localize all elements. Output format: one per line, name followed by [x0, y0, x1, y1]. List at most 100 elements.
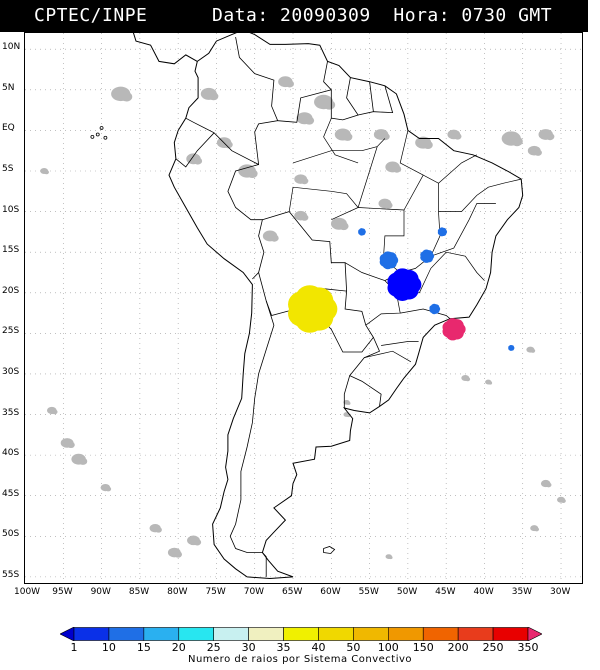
lat-tick-label: EQ — [2, 123, 15, 134]
colorbar-swatch — [492, 627, 529, 641]
colorbar-tick-label: 100 — [377, 641, 399, 654]
lightning-cell — [429, 303, 441, 315]
colorbar-swatch — [143, 627, 180, 641]
cloud-blob — [120, 91, 133, 102]
colorbar-tick-label: 200 — [447, 641, 469, 654]
country-border — [229, 300, 275, 577]
lightning-cell — [379, 251, 399, 270]
lon-tick-label: 85W — [128, 587, 150, 597]
colorbar-tick-label: 25 — [206, 641, 221, 654]
cloud-blob — [545, 482, 552, 488]
state-border — [331, 207, 405, 281]
lat-tick-label: 10N — [2, 42, 21, 53]
cloud-blob — [423, 140, 433, 149]
colorbar-arrow-low — [60, 627, 75, 641]
lon-tick-label: 75W — [205, 587, 226, 597]
colorbar-tick-label: 35 — [276, 641, 291, 654]
cloud-blob — [224, 141, 233, 149]
cloud-blob — [193, 157, 203, 165]
cloud-blob — [174, 551, 183, 558]
cloud-blob — [534, 527, 540, 532]
map-canvas — [25, 33, 582, 583]
colorbar-swatch — [318, 627, 354, 641]
state-border — [357, 146, 378, 208]
cloud-blob — [534, 149, 542, 156]
cloud-blob — [465, 377, 471, 382]
colorbar-tick-label: 30 — [241, 641, 256, 654]
header-bar: CPTEC/INPE Data: 20090309 Hora: 0730 GMT — [0, 0, 588, 32]
lon-tick-label: 100W — [14, 587, 41, 597]
lat-tick-label: 35S — [2, 407, 20, 418]
lightning-cell — [387, 268, 422, 301]
lat-tick-label: 50S — [2, 529, 20, 540]
cloud-blob — [346, 401, 351, 405]
central-america-outline — [132, 33, 198, 65]
country-border — [330, 77, 359, 121]
lon-tick-label: 35W — [511, 587, 533, 597]
cloud-blob — [44, 170, 49, 175]
cloud-blob — [323, 100, 336, 110]
colorbar-swatch — [283, 627, 319, 641]
lightning-cell — [442, 318, 466, 341]
cloud-blob — [384, 202, 393, 209]
lightning-cell — [508, 344, 515, 351]
lon-tick-label: 90W — [90, 587, 111, 597]
colorbar-swatch — [213, 627, 249, 641]
colorbar-tick-label: 10 — [101, 641, 116, 654]
lightning-cell — [358, 228, 366, 236]
country-border — [358, 81, 374, 116]
lon-tick-label: 70W — [243, 587, 265, 597]
state-border — [396, 251, 485, 294]
island-outline — [95, 132, 100, 137]
lat-tick-label: 20S — [2, 285, 20, 296]
colorbar-swatch — [353, 627, 389, 641]
lon-tick-label: 45W — [435, 587, 456, 597]
cloud-blob — [381, 133, 390, 141]
cloud-blob — [453, 133, 462, 140]
cloud-blob — [300, 177, 309, 185]
island-outline — [90, 135, 95, 139]
state-border — [430, 203, 496, 257]
lon-tick-label: 60W — [320, 587, 341, 597]
cloud-blob — [155, 527, 162, 533]
colorbar-swatch — [73, 627, 110, 641]
cloud-blob — [208, 92, 219, 101]
island-outline — [103, 135, 108, 140]
cloud-blob — [247, 169, 258, 179]
lat-tick-label: 5S — [2, 164, 14, 174]
cloud-blob — [488, 381, 493, 385]
agency-label: CPTEC/INPE — [34, 5, 148, 26]
colorbar-swatch — [422, 627, 459, 641]
state-border — [438, 154, 477, 184]
state-border — [288, 186, 359, 212]
colorbar-arrow-high — [527, 627, 542, 641]
cloud-blob — [105, 486, 112, 492]
colorbar-swatch — [178, 627, 214, 641]
lon-tick-label: 65W — [282, 587, 303, 597]
map-frame[interactable] — [24, 32, 583, 584]
state-border — [292, 138, 386, 164]
country-border — [343, 375, 351, 408]
cloud-blob — [67, 441, 75, 449]
lat-tick-label: 30S — [2, 366, 20, 377]
cloud-blob — [511, 136, 523, 147]
cloud-blob — [51, 409, 58, 415]
cloud-blob — [530, 348, 536, 353]
colorbar-swatch — [457, 627, 494, 641]
state-border — [381, 341, 419, 346]
colorbar-tick-label: 20 — [171, 641, 186, 654]
country-border — [373, 85, 394, 114]
country-border — [175, 132, 215, 168]
colorbar-caption: Numero de raios por Sistema Convectivo — [187, 654, 413, 665]
lon-tick-label: 95W — [52, 587, 73, 597]
colorbar-swatch — [248, 627, 284, 641]
lat-tick-label: 45S — [2, 488, 20, 499]
country-border — [277, 61, 333, 123]
lightning-cell — [288, 285, 338, 333]
colorbar-tick-label: 1 — [70, 641, 78, 654]
lightning-cell — [420, 249, 435, 263]
colorbar-tick-label: 50 — [346, 641, 361, 654]
lat-tick-label: 55S — [2, 569, 20, 580]
colorbar-tick-label: 40 — [311, 641, 326, 654]
lon-tick-label: 30W — [550, 587, 571, 597]
